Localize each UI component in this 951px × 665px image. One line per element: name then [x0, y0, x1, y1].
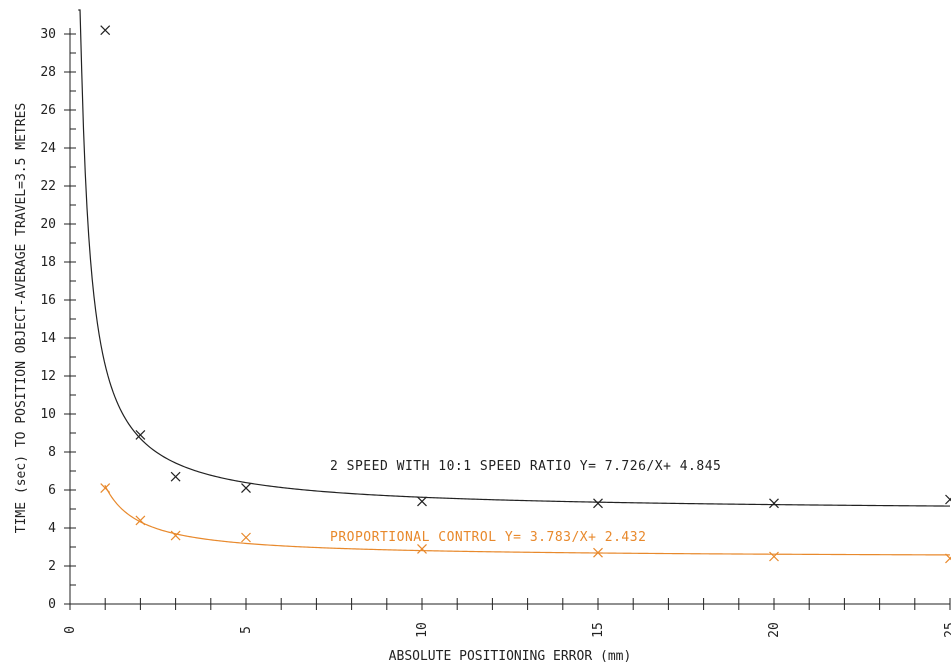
data-point-series-0: [769, 498, 779, 509]
y-tick-label: 14: [40, 331, 56, 346]
y-tick-label: 8: [48, 445, 56, 460]
data-point-series-1: [100, 483, 111, 494]
data-point-series-1: [417, 543, 427, 554]
y-tick-label: 0: [48, 597, 56, 612]
x-tick-label: 0: [63, 626, 78, 634]
y-axis-label: TIME (sec) TO POSITION OBJECT-AVERAGE TR…: [14, 103, 29, 533]
x-tick-label: 15: [591, 622, 606, 638]
y-tick-label: 10: [40, 407, 56, 422]
data-point-series-1: [593, 547, 603, 558]
x-tick-label: 25: [943, 622, 951, 638]
data-point-series-1: [241, 532, 251, 543]
x-tick-label: 10: [415, 622, 430, 638]
y-tick-label: 30: [40, 27, 56, 42]
y-tick-label: 4: [48, 521, 56, 536]
y-tick-label: 26: [40, 103, 56, 118]
data-point-series-0: [417, 496, 427, 507]
y-tick-label: 28: [40, 65, 56, 80]
data-point-series-0: [593, 498, 603, 509]
data-points: [100, 25, 951, 564]
series-labels: 2 SPEED WITH 10:1 SPEED RATIO Y= 7.726/X…: [330, 459, 721, 545]
fit-curve-1: [104, 484, 951, 556]
x-axis-label: ABSOLUTE POSITIONING ERROR (mm): [389, 649, 632, 664]
y-tick-label: 16: [40, 293, 56, 308]
fit-curves: [78, 9, 951, 556]
data-point-series-0: [945, 494, 951, 505]
y-tick-label: 22: [40, 179, 56, 194]
data-point-series-1: [170, 530, 181, 541]
data-point-series-0: [241, 483, 251, 494]
data-point-series-0: [100, 25, 111, 36]
x-tick-label: 20: [767, 622, 782, 638]
y-tick-label: 2: [48, 559, 56, 574]
y-tick-label: 24: [40, 141, 56, 156]
data-point-series-0: [135, 429, 146, 440]
data-point-series-0: [170, 471, 181, 482]
y-tick-label: 18: [40, 255, 56, 270]
y-tick-label: 6: [48, 483, 56, 498]
series-label-proportional: PROPORTIONAL CONTROL Y= 3.783/X+ 2.432: [330, 530, 646, 545]
y-tick-label: 20: [40, 217, 56, 232]
data-point-series-1: [135, 515, 146, 526]
series-label-2-speed: 2 SPEED WITH 10:1 SPEED RATIO Y= 7.726/X…: [330, 459, 721, 474]
fit-curve-0: [78, 9, 951, 507]
data-point-series-1: [945, 553, 951, 564]
data-point-series-1: [769, 551, 779, 562]
x-tick-label: 5: [239, 626, 254, 634]
y-tick-label: 12: [40, 369, 56, 384]
